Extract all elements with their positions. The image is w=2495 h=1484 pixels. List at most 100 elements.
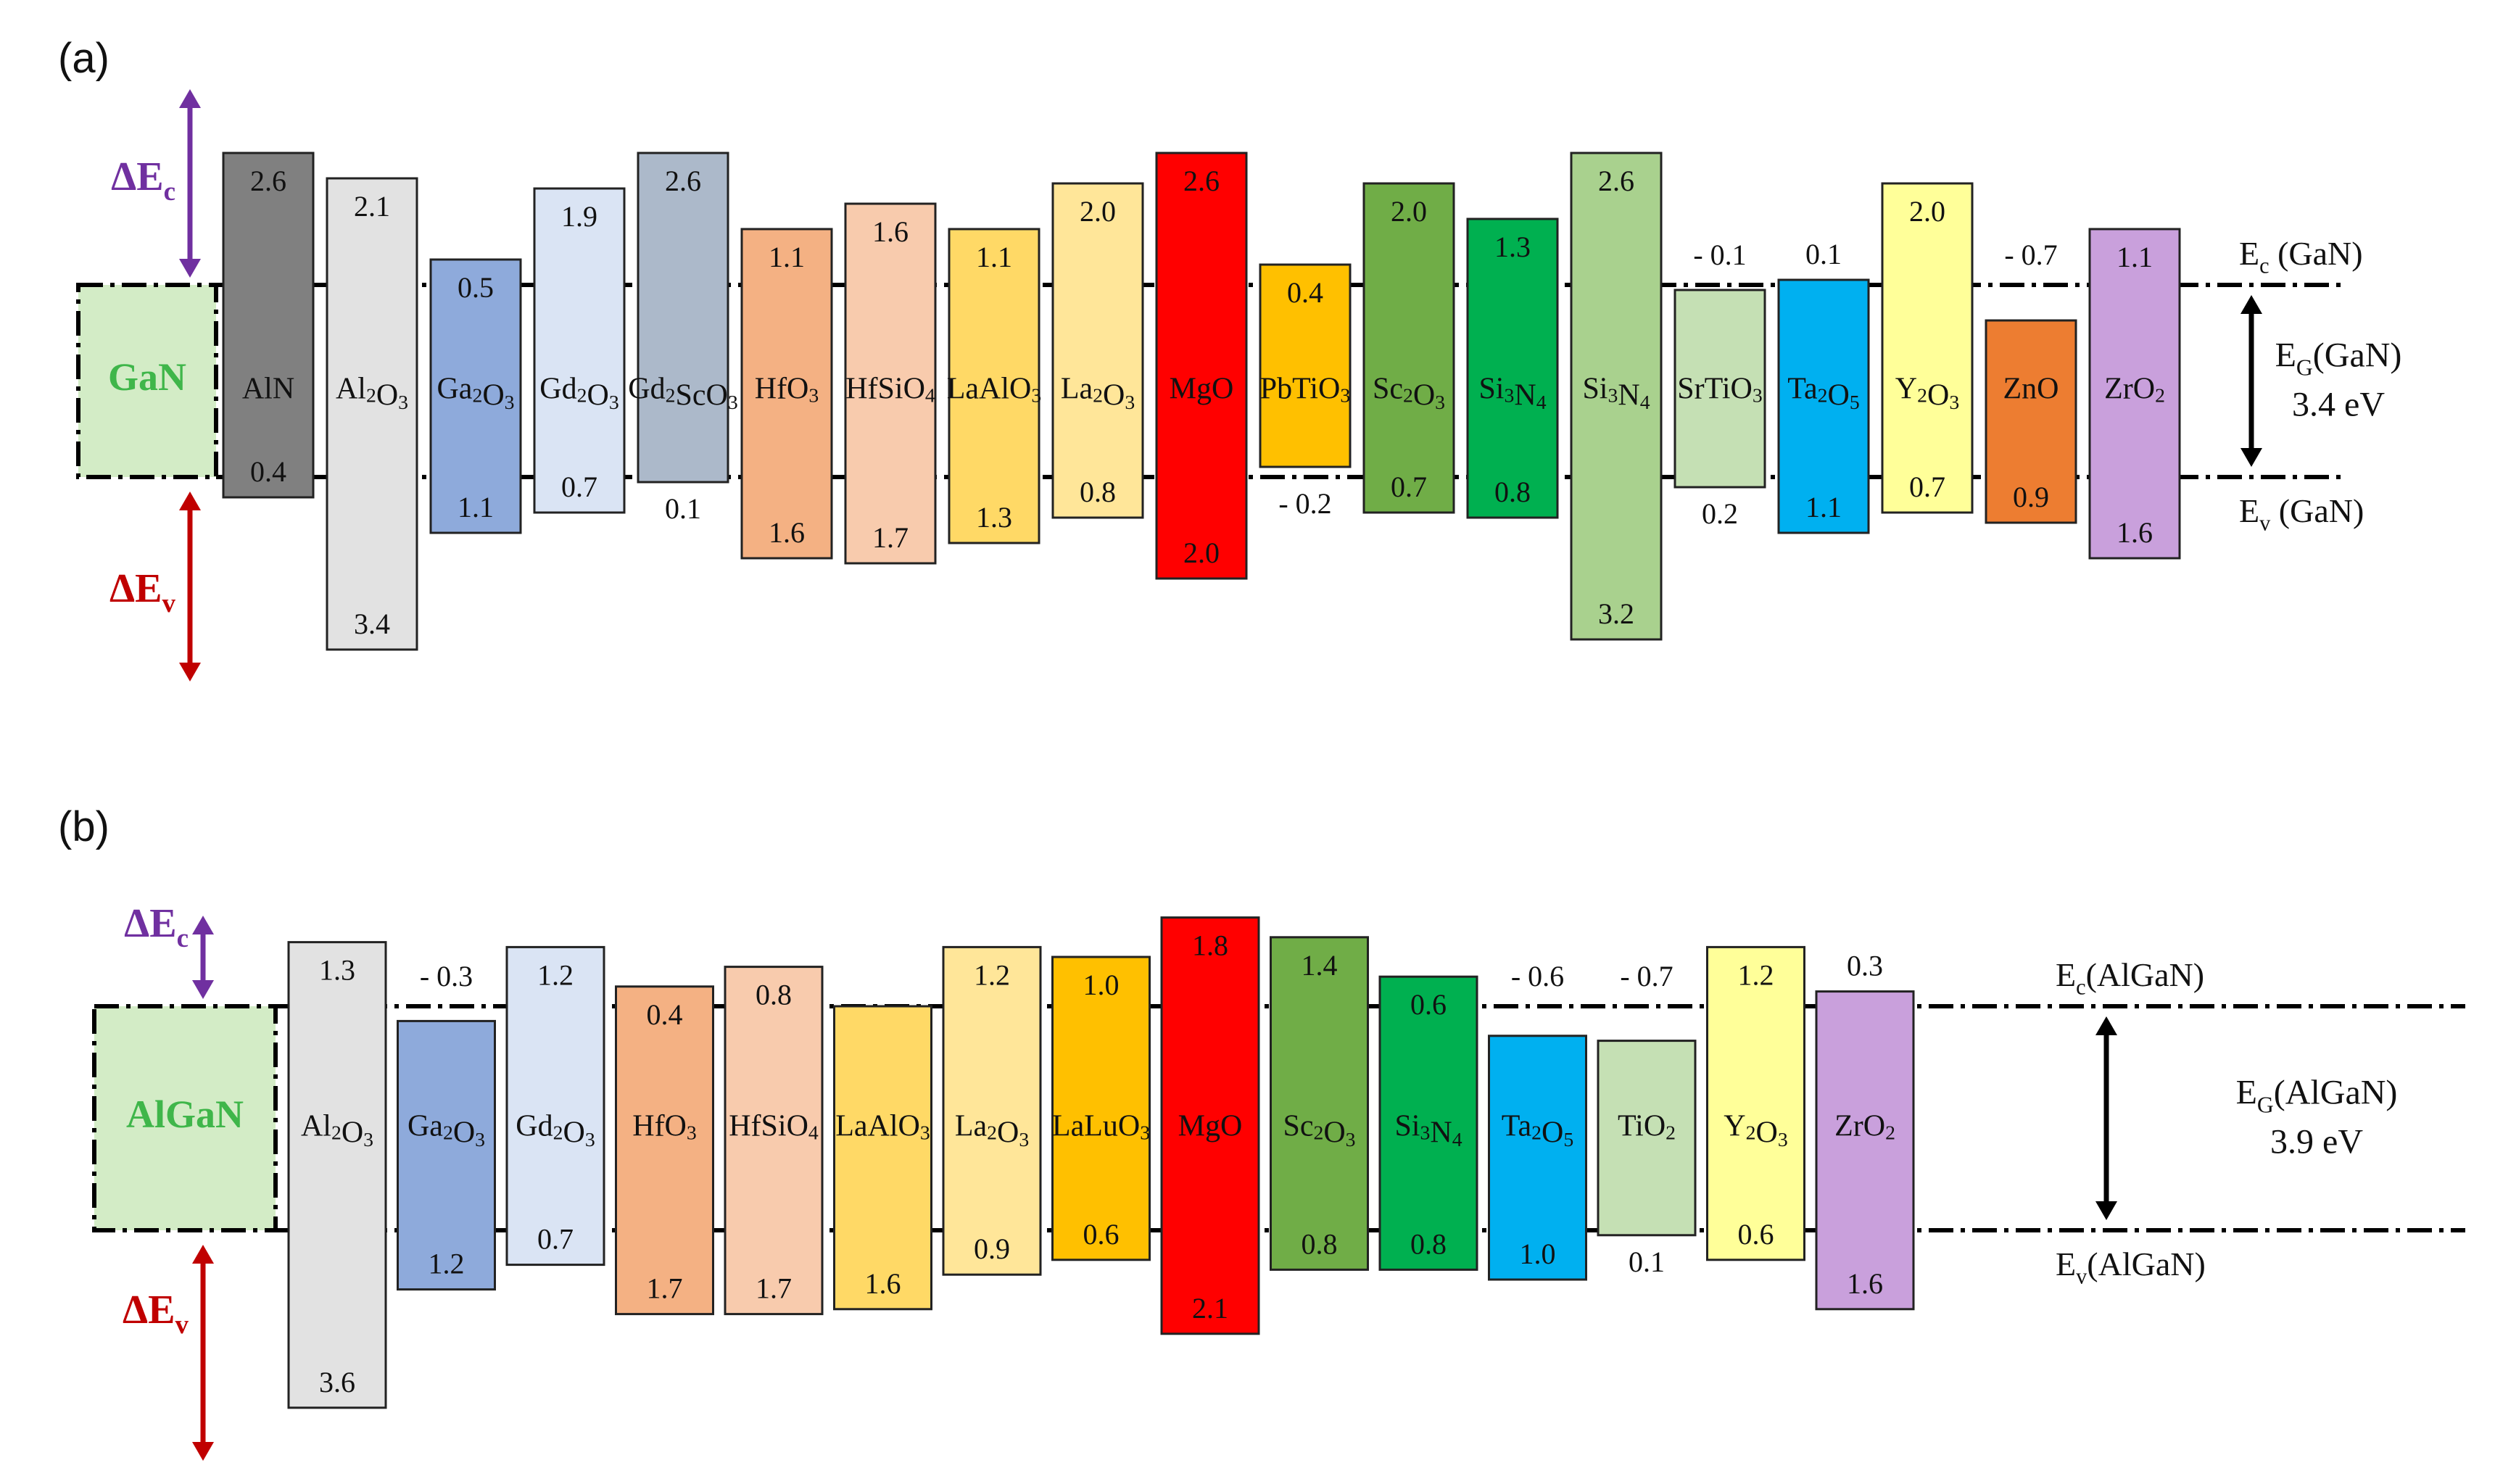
- material-name: LaLuO3: [1052, 1109, 1150, 1144]
- material-band-rect: [1488, 1035, 1587, 1281]
- conduction-offset-value: 2.6: [1183, 165, 1220, 197]
- material-name: MgO: [1178, 1109, 1243, 1143]
- panel-label: (b): [58, 803, 109, 850]
- material-bar: Ga2O3 0.5 1.1: [429, 258, 522, 534]
- material-name: ZrO2: [1834, 1109, 1895, 1144]
- material-bar: Ga2O3 - 0.3 1.2: [397, 960, 496, 1291]
- valence-offset-value: 1.6: [1847, 1267, 1883, 1300]
- valence-offset-value: 1.0: [1520, 1238, 1556, 1270]
- material-band-rect: [505, 945, 605, 1267]
- band-gap-label: EG(GaN): [2275, 336, 2402, 381]
- valence-offset-value: 3.4: [354, 608, 390, 640]
- reference-material-label: GaN: [108, 355, 186, 399]
- conduction-offset-value: 0.5: [458, 271, 494, 304]
- conduction-offset-value: 0.1: [1805, 238, 1842, 270]
- material-name: LaAlO3: [835, 1109, 930, 1144]
- material-name: La2O3: [1061, 372, 1135, 413]
- valence-offset-value: 1.6: [2117, 516, 2153, 549]
- material-band-rect: [1597, 1040, 1697, 1237]
- material-name: ZrO2: [2104, 372, 2165, 407]
- material-band-rect: [1378, 975, 1478, 1271]
- conduction-offset-value: 1.2: [1738, 958, 1774, 991]
- material-name: Gd2O3: [516, 1109, 595, 1151]
- material-band-rect: [1777, 278, 1870, 534]
- material-bar: Y2O3 1.2 0.6: [1706, 945, 1805, 1261]
- material-name: SrTiO3: [1677, 372, 1762, 407]
- material-bar: Y2O3 2.0 0.7: [1881, 182, 1974, 514]
- material-bar: HfSiO4 0.8 1.7: [724, 966, 824, 1316]
- material-band-rect: [1815, 990, 1915, 1311]
- conduction-offset-value: - 0.1: [1693, 239, 1746, 271]
- material-band-rect: [222, 152, 315, 499]
- material-bar: ZrO2 0.3 1.6: [1815, 950, 1915, 1311]
- material-name: Al2O3: [301, 1109, 373, 1151]
- material-name: HfSiO4: [845, 372, 935, 407]
- material-band-rect: [1570, 152, 1663, 641]
- valence-band-label: Ev(AlGaN): [2056, 1245, 2206, 1289]
- material-name: Gd2ScO3: [628, 372, 737, 413]
- valence-offset-value: 1.3: [976, 501, 1012, 534]
- material-name: Y2O3: [1724, 1109, 1787, 1151]
- valence-offset-value: 0.9: [974, 1232, 1010, 1265]
- material-bar: LaAlO3 1.6: [833, 1005, 932, 1311]
- conduction-band-label: Ec (GaN): [2239, 235, 2363, 278]
- material-band-rect: [1362, 182, 1455, 514]
- valence-offset-value: 0.4: [250, 455, 286, 488]
- material-band-rect: [287, 941, 387, 1409]
- material-name: TiO2: [1618, 1109, 1676, 1144]
- material-band-rect: [1673, 289, 1766, 489]
- valence-offset-value: 0.7: [1391, 471, 1427, 503]
- material-name: MgO: [1170, 372, 1234, 405]
- material-band-rect: [1259, 263, 1352, 468]
- conduction-offset-value: 1.2: [537, 958, 574, 991]
- valence-offset-value: 1.1: [458, 491, 494, 523]
- valence-offset-value: 1.7: [872, 521, 909, 554]
- valence-offset-value: 3.6: [319, 1366, 355, 1398]
- panel-a: (a) GaN ΔEc ΔEv AlN 2.6 0.4 Al2O3 2.1 3.4 Ga2O3 0.5…: [58, 35, 2401, 681]
- conduction-offset-value: - 0.7: [1620, 960, 1673, 992]
- valence-offset-value: 0.7: [537, 1223, 574, 1256]
- band-gap-value: 3.9 eV: [2270, 1123, 2363, 1161]
- material-band-rect: [533, 187, 626, 514]
- material-bar: MgO 1.8 2.1: [1160, 916, 1260, 1335]
- material-name: Ga2O3: [407, 1109, 485, 1151]
- band-gap-value: 3.4 eV: [2292, 386, 2385, 424]
- material-bar: PbTiO3 0.4 - 0.2: [1259, 263, 1352, 520]
- valence-offset-value: - 0.2: [1278, 487, 1331, 520]
- material-band-rect: [724, 966, 824, 1316]
- band-gap-arrow: [2240, 295, 2262, 467]
- valence-offset-value: 0.7: [561, 471, 597, 503]
- material-bar: Gd2ScO3 2.6 0.1: [628, 152, 738, 525]
- valence-offset-value: 1.1: [1805, 491, 1842, 523]
- valence-offset-value: 0.6: [1738, 1218, 1774, 1251]
- valence-offset-value: 1.7: [647, 1272, 683, 1305]
- material-band-rect: [397, 1019, 496, 1291]
- material-name: Si3N4: [1582, 372, 1650, 413]
- material-bar: LaLuO3 1.0 0.6: [1051, 956, 1151, 1261]
- conduction-offset-value: 1.9: [561, 200, 597, 233]
- valence-offset-value: 0.2: [1702, 497, 1738, 530]
- conduction-offset-value: 2.6: [665, 165, 701, 197]
- conduction-offset-value: 1.3: [1494, 231, 1531, 263]
- conduction-offset-value: 1.3: [319, 954, 355, 987]
- material-bar: MgO 2.6 2.0: [1155, 152, 1248, 580]
- material-bar: Sc2O3 1.4 0.8: [1270, 936, 1369, 1271]
- conduction-offset-value: 1.8: [1192, 929, 1228, 962]
- material-band-rect: [1051, 956, 1151, 1261]
- material-name: Ga2O3: [436, 372, 514, 413]
- conduction-offset-value: 2.0: [1391, 195, 1427, 228]
- conduction-offset-value: 1.6: [872, 215, 909, 248]
- material-band-rect: [1155, 152, 1248, 580]
- material-bar: SrTiO3 - 0.1 0.2: [1673, 239, 1766, 530]
- valence-offset-value: 1.2: [429, 1248, 465, 1280]
- material-bar: HfSiO4 1.6 1.7: [844, 202, 937, 565]
- material-bar: ZrO2 1.1 1.6: [2088, 228, 2181, 560]
- material-band-rect: [1881, 182, 1974, 514]
- valence-offset-value: 0.1: [665, 492, 701, 525]
- conduction-offset-value: 2.6: [250, 165, 286, 197]
- conduction-offset-value: 1.1: [769, 241, 805, 273]
- valence-offset-value: 0.8: [1410, 1227, 1447, 1260]
- conduction-offset-value: 2.1: [354, 190, 390, 223]
